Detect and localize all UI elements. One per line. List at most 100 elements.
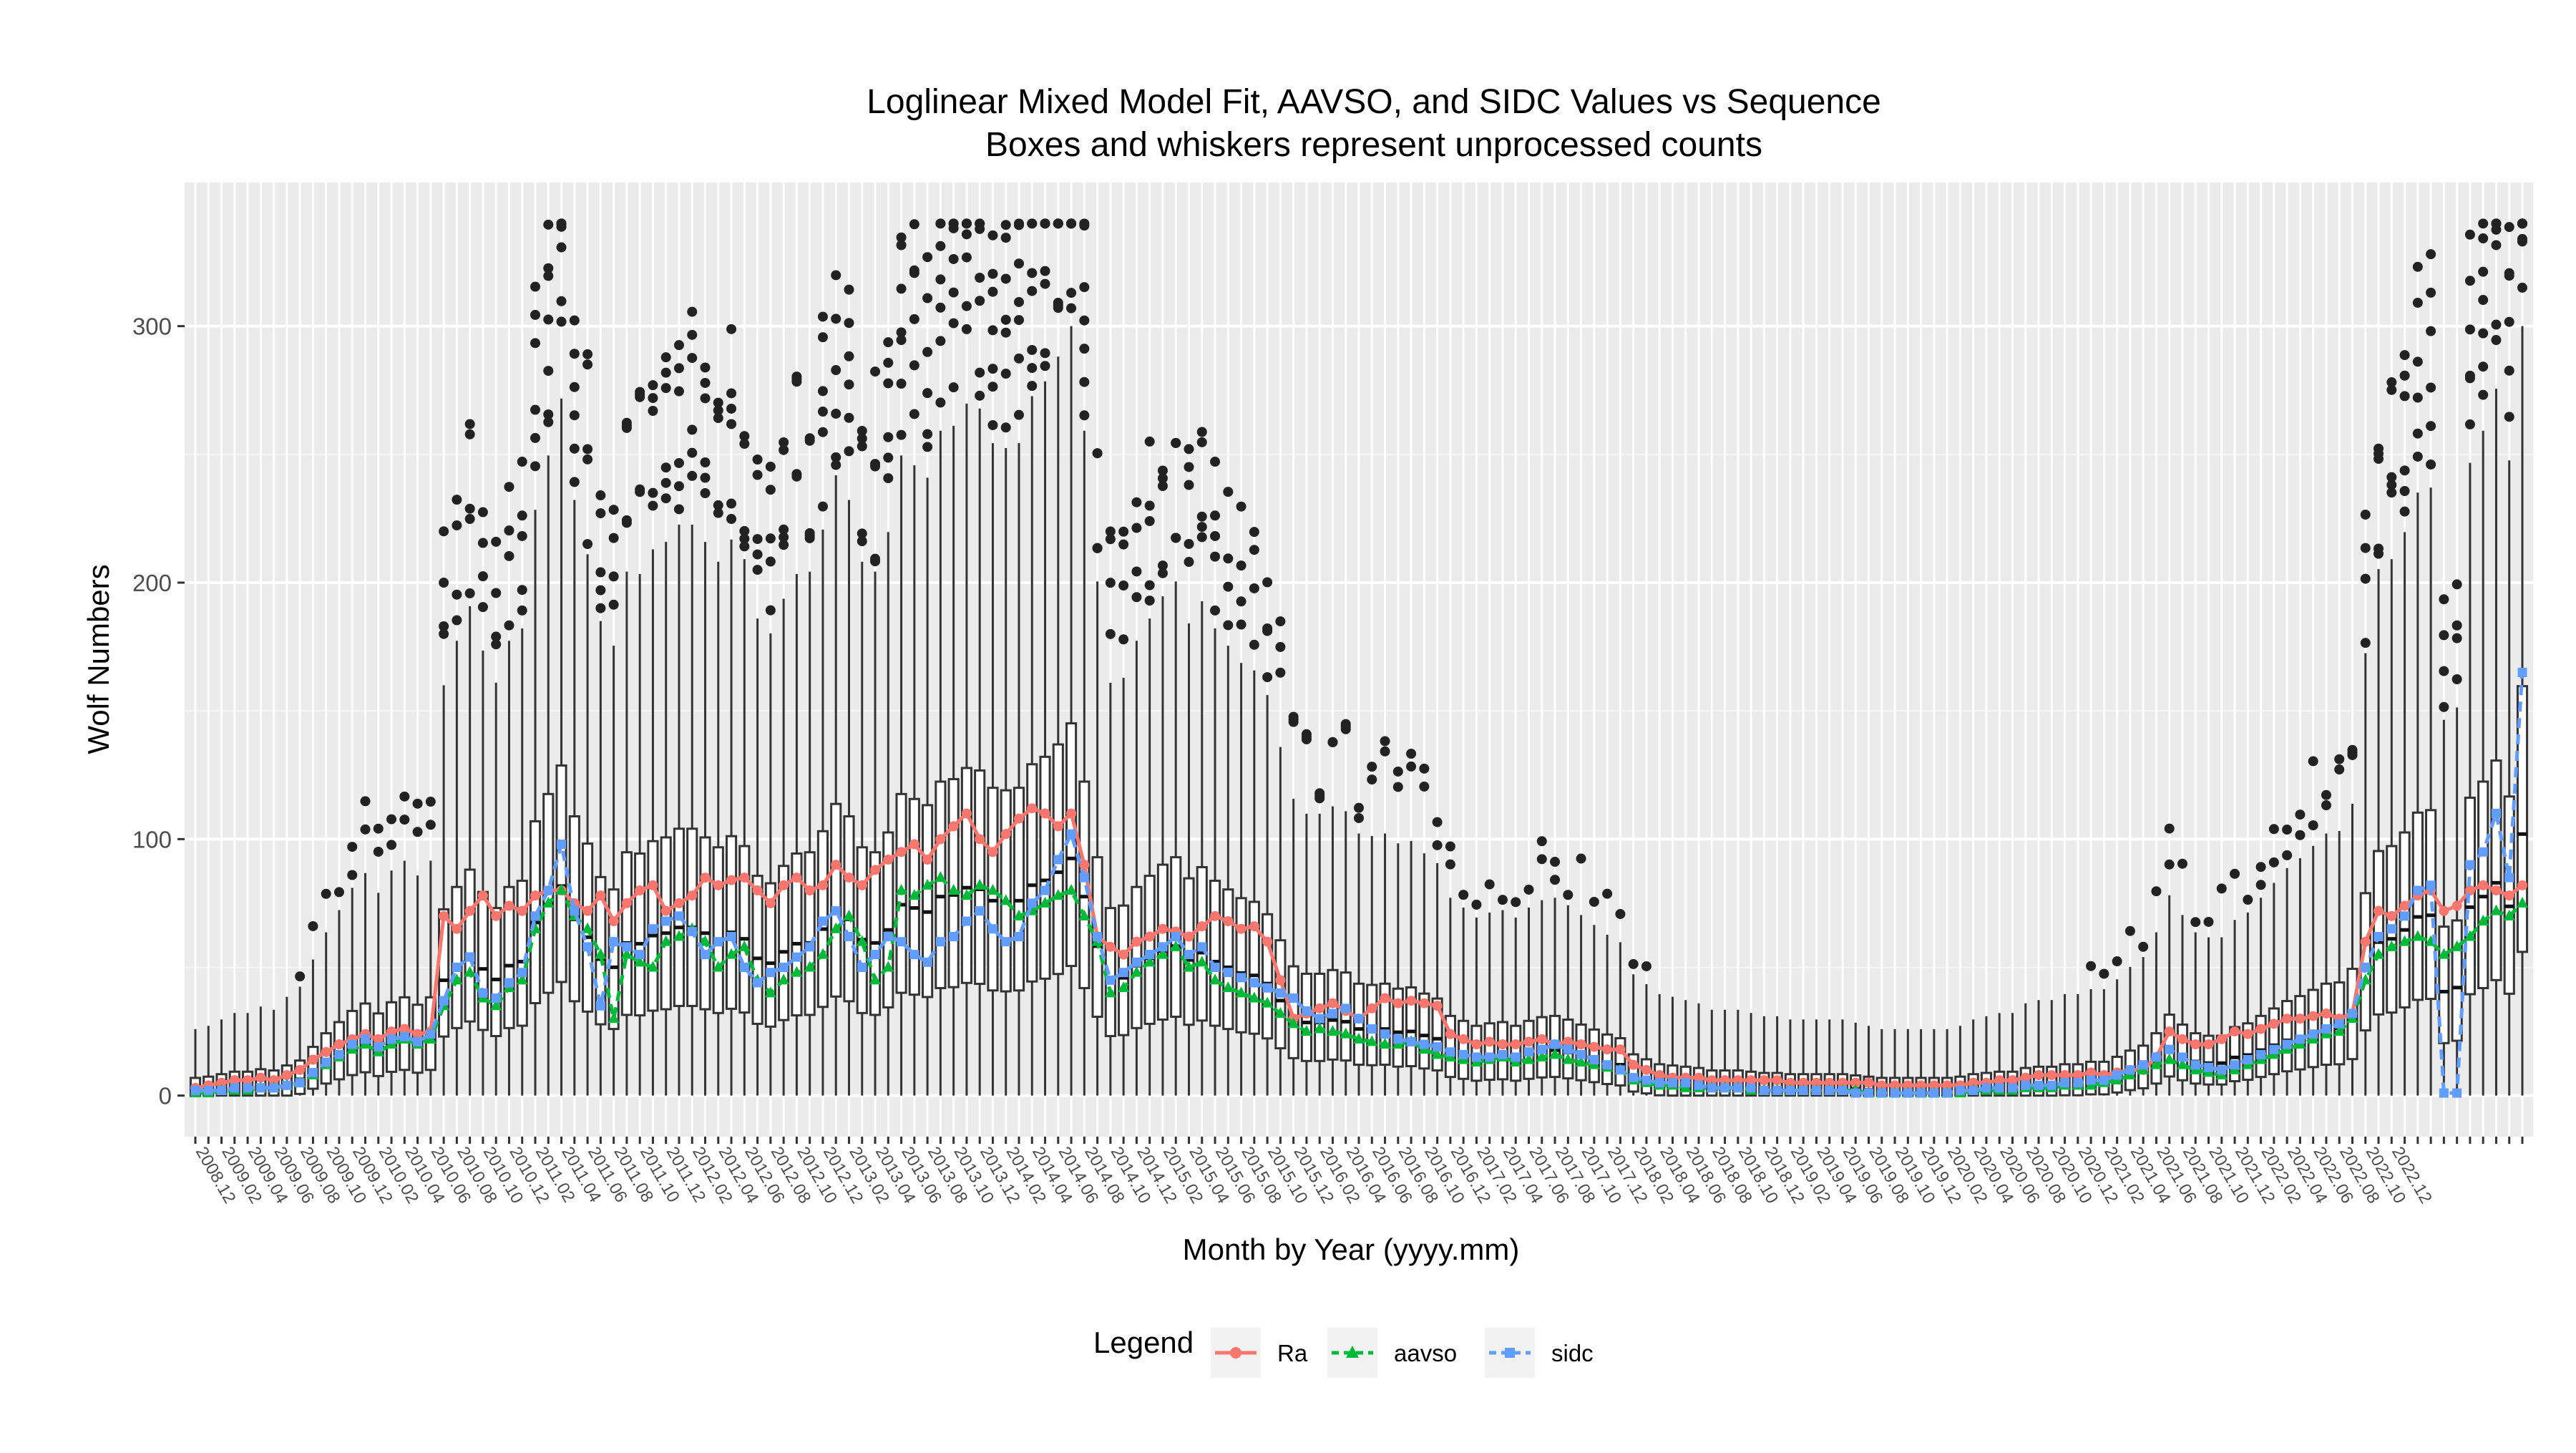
box-outlier [464, 429, 475, 439]
box-outlier [1131, 592, 1142, 603]
data-point-Ra [1144, 931, 1155, 942]
box-iqr [856, 846, 868, 1014]
box-outlier [556, 316, 567, 327]
box-outlier [1602, 888, 1613, 899]
box-outlier [987, 268, 998, 279]
box-outlier [386, 814, 397, 825]
box-outlier [660, 477, 671, 488]
data-point-Ra [713, 880, 723, 890]
box-iqr [738, 845, 751, 1014]
data-point-sidc [726, 932, 736, 941]
box-outlier [844, 284, 854, 295]
box-outlier [2255, 862, 2266, 873]
data-point-Ra [2373, 905, 2384, 916]
box-outlier [2386, 487, 2397, 498]
data-point-sidc [1001, 937, 1011, 947]
box-outlier [922, 252, 933, 263]
box-outlier [700, 472, 711, 483]
box-outlier [2399, 370, 2410, 381]
box-outlier [1144, 580, 1155, 591]
box-outlier [975, 296, 985, 306]
box-outlier [2230, 868, 2240, 879]
data-point-Ra [1876, 1080, 1887, 1091]
box-outlier [2412, 428, 2423, 439]
box-outlier [373, 846, 384, 857]
data-point-Ra [530, 890, 541, 901]
box-outlier [687, 329, 698, 340]
data-point-Ra [1563, 1036, 1574, 1047]
data-point-sidc [1733, 1083, 1743, 1093]
box-outlier [582, 539, 593, 550]
data-point-Ra [1811, 1077, 1822, 1088]
data-point-Ra [1458, 1034, 1469, 1044]
data-point-sidc [870, 950, 880, 960]
box-outlier [883, 357, 894, 368]
box-outlier [439, 621, 449, 631]
box-outlier [883, 337, 894, 348]
data-point-sidc [1236, 973, 1246, 983]
data-point-Ra [268, 1075, 279, 1086]
data-point-aavso [738, 940, 751, 951]
box-outlier [2347, 749, 2358, 760]
box-outlier [1105, 578, 1116, 588]
data-point-Ra [216, 1077, 227, 1088]
box-outlier [1157, 560, 1168, 571]
box-outlier [1210, 530, 1221, 541]
box-outlier [1210, 510, 1221, 521]
data-point-Ra [1994, 1075, 2005, 1086]
data-point-Ra [1445, 1029, 1455, 1039]
box-outlier [1301, 729, 1312, 739]
data-point-sidc [1471, 1052, 1481, 1062]
data-point-Ra [935, 834, 946, 845]
box-outlier [1118, 526, 1129, 537]
box-outlier [1027, 268, 1038, 278]
box-outlier [1262, 623, 1273, 633]
data-point-Ra [1131, 936, 1142, 947]
data-point-Ra [1746, 1075, 1757, 1086]
box-outlier [2360, 543, 2371, 553]
data-point-Ra [2360, 936, 2371, 947]
box-outlier [1223, 553, 1234, 564]
box-outlier [752, 454, 763, 465]
box-outlier [713, 500, 723, 510]
series-layer [190, 667, 2528, 1098]
data-point-sidc [321, 1057, 331, 1067]
box-outlier [1013, 409, 1024, 420]
box-outlier [844, 412, 854, 423]
data-point-sidc [674, 911, 684, 921]
data-point-sidc [713, 937, 723, 947]
box-outlier [1144, 436, 1155, 447]
box-iqr [725, 835, 738, 1010]
box-outlier [1131, 523, 1142, 533]
data-point-Ra [791, 873, 802, 883]
box-outlier [2439, 594, 2449, 605]
box-outlier [2321, 789, 2331, 800]
data-point-sidc [1903, 1088, 1913, 1098]
data-point-Ra [896, 847, 907, 857]
box-outlier [883, 432, 894, 442]
data-point-sidc [2413, 885, 2423, 895]
box-outlier [1092, 543, 1103, 553]
box-outlier [687, 470, 698, 481]
data-point-sidc [1524, 1047, 1534, 1057]
box-outlier [713, 413, 723, 424]
data-point-Ra [2491, 885, 2502, 895]
data-point-sidc [2021, 1080, 2031, 1090]
box-outlier [1013, 353, 1024, 364]
legend-marker-icon [1230, 1347, 1241, 1359]
data-point-Ra [1484, 1036, 1495, 1047]
box-iqr [1222, 888, 1234, 1031]
data-point-sidc [622, 942, 632, 952]
data-point-sidc [1720, 1083, 1730, 1093]
box-iqr [1209, 880, 1221, 1027]
data-point-aavso [595, 948, 607, 959]
y-axis: 0 100 200 300 [132, 314, 185, 1109]
data-point-aavso [2411, 930, 2424, 941]
box-outlier [935, 397, 946, 408]
data-point-sidc [1890, 1088, 1900, 1098]
data-point-sidc [661, 916, 671, 926]
box-outlier [530, 432, 541, 443]
data-point-sidc [609, 937, 619, 947]
legend-title: Legend [1093, 1326, 1194, 1359]
